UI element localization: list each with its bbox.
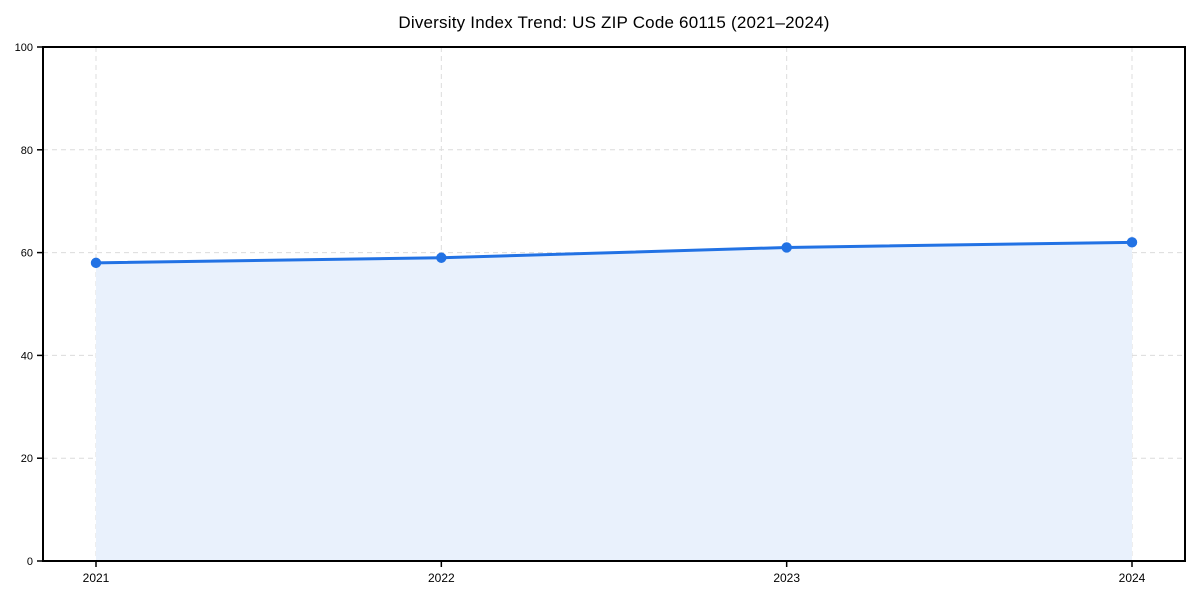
x-tick-label: 2022 — [428, 571, 455, 585]
data-point — [1126, 237, 1138, 248]
x-tick-label: 2024 — [1119, 571, 1146, 585]
data-point — [781, 242, 792, 253]
y-tick-label: 60 — [21, 248, 33, 260]
y-tick-label: 0 — [27, 556, 33, 568]
chart-title: Diversity Index Trend: US ZIP Code 60115… — [398, 13, 830, 32]
y-tick-label: 40 — [21, 350, 33, 362]
x-tick-label: 2023 — [773, 571, 800, 585]
trend-line — [94, 240, 1134, 265]
data-point — [90, 257, 102, 269]
x-tick-label: 2021 — [83, 571, 110, 585]
plot-border — [42, 46, 1186, 562]
y-tick-label: 80 — [21, 145, 33, 157]
y-tick-label: 20 — [21, 453, 33, 465]
data-point — [436, 252, 447, 263]
area-fill — [96, 242, 1132, 561]
y-tick-label: 100 — [15, 42, 33, 54]
